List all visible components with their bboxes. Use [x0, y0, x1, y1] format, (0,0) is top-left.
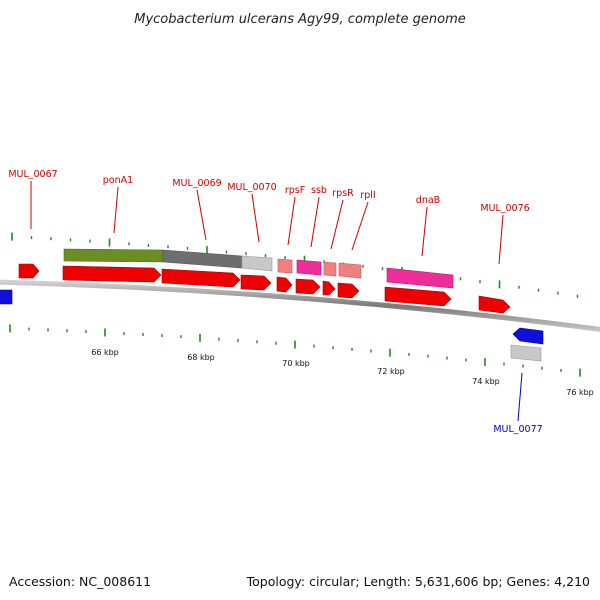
gene-arrow-ssb[interactable] [295, 278, 321, 295]
cog-bar-rplI[interactable] [338, 262, 362, 279]
leader-line [330, 199, 344, 250]
kbp-label-66: 66 kbp [91, 348, 119, 357]
label-mul0077[interactable]: MUL_0077 [493, 424, 542, 435]
kbp-scale-labels: 66 kbp 68 kbp 70 kbp 72 kbp 74 kbp 76 kb… [91, 348, 594, 397]
forward-strand-genes [18, 263, 511, 314]
label-mul0067[interactable]: MUL_0067 [8, 169, 57, 180]
kbp-label-76: 76 kbp [566, 388, 594, 397]
gene-arrow-ponA1[interactable] [62, 265, 162, 283]
label-ssb[interactable]: ssb [311, 185, 327, 196]
leader-line [498, 214, 504, 265]
label-rpsR[interactable]: rpsR [332, 188, 354, 199]
label-rplI[interactable]: rplI [360, 190, 375, 201]
leader-line [421, 206, 428, 257]
leader-line [351, 201, 369, 251]
kbp-label-72: 72 kbp [377, 367, 405, 376]
label-mul0069[interactable]: MUL_0069 [172, 178, 221, 189]
kbp-label-68: 68 kbp [187, 353, 215, 362]
map-title: Mycobacterium ulcerans Agy99, complete g… [134, 12, 466, 27]
cog-bar-mul0070[interactable] [241, 255, 273, 272]
kbp-label-70: 70 kbp [282, 359, 310, 368]
gene-arrow-mul0070[interactable] [240, 274, 272, 291]
gene-arrow-rplI[interactable] [337, 282, 360, 299]
reverse-strand-genes [0, 289, 544, 345]
gene-arrow-mul0076[interactable] [478, 295, 511, 314]
cog-bar-dnaB[interactable] [386, 267, 454, 289]
lower-tick-ring [9, 324, 581, 377]
leader-line [196, 189, 207, 241]
gene-arrow-left-edge[interactable] [0, 289, 13, 305]
cog-bar-rpsR[interactable] [323, 261, 337, 277]
gene-labels: MUL_0067 ponA1 MUL_0069 MUL_0070 rpsF ss… [8, 169, 542, 435]
cog-bar-mul0077[interactable] [510, 344, 542, 362]
genome-summary-text: Topology: circular; Length: 5,631,606 bp… [246, 574, 590, 589]
gene-arrow-rpsF[interactable] [276, 276, 293, 293]
gene-arrow-dnaB[interactable] [384, 286, 452, 307]
leader-line [310, 196, 320, 248]
leader-line [287, 196, 296, 246]
leader-line [517, 372, 523, 422]
gene-arrow-mul0067[interactable] [18, 263, 40, 279]
label-leader-lines [30, 181, 523, 422]
leader-line [113, 186, 119, 234]
accession-text: Accession: NC_008611 [9, 574, 151, 589]
label-mul0070[interactable]: MUL_0070 [227, 182, 276, 193]
gene-arrow-mul0069[interactable] [161, 268, 241, 288]
leader-line [251, 193, 260, 243]
cog-bar-rpsF[interactable] [277, 258, 293, 274]
gene-arrow-rpsR[interactable] [322, 280, 336, 296]
kbp-label-74: 74 kbp [472, 377, 500, 386]
label-ponA1[interactable]: ponA1 [103, 175, 133, 186]
genome-backbone [0, 279, 600, 332]
label-mul0076[interactable]: MUL_0076 [480, 203, 529, 214]
gene-arrow-mul0077[interactable] [512, 327, 544, 345]
label-dnaB[interactable]: dnaB [416, 195, 440, 206]
cog-feature-row [63, 248, 542, 362]
cog-bar-ssb[interactable] [296, 259, 322, 276]
label-rpsF[interactable]: rpsF [285, 185, 305, 196]
cog-bar-ponA1[interactable] [63, 248, 164, 263]
cog-bar-mul0069[interactable] [162, 249, 243, 269]
